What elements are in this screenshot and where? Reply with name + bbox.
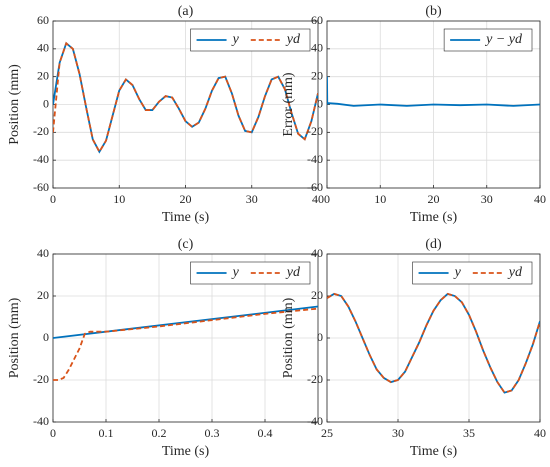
legend-label: y xyxy=(453,265,462,280)
x-tick-label: 0.4 xyxy=(258,426,273,440)
x-tick-label: 20 xyxy=(180,192,192,206)
y-axis-label: Position (mm) xyxy=(7,297,22,378)
y-axis-label: Position (mm) xyxy=(281,297,296,378)
y-tick-label: -20 xyxy=(33,124,49,138)
panel-title: (a) xyxy=(178,4,194,19)
x-tick-label: 0.2 xyxy=(152,426,167,440)
legend-label: yd xyxy=(507,265,523,280)
panel-title: (c) xyxy=(178,237,194,252)
y-tick-label: -40 xyxy=(307,414,323,428)
y-tick-label: 20 xyxy=(311,68,323,82)
x-axis-label: Time (s) xyxy=(410,444,458,459)
y-tick-label: -20 xyxy=(307,124,323,138)
y-axis-label: Position (mm) xyxy=(7,64,22,145)
x-tick-label: 10 xyxy=(374,192,386,206)
legend: y yd xyxy=(190,28,311,52)
y-tick-label: 0 xyxy=(317,96,323,110)
series-line xyxy=(53,41,318,154)
series-line xyxy=(53,307,318,381)
x-tick-label: 25 xyxy=(321,426,333,440)
y-tick-label: 0 xyxy=(317,330,323,344)
y-tick-label: 20 xyxy=(37,288,49,302)
x-tick-label: 0 xyxy=(50,426,56,440)
x-axis-label: Time (s) xyxy=(410,210,458,225)
x-tick-label: 30 xyxy=(481,192,493,206)
x-tick-label: 35 xyxy=(463,426,475,440)
x-tick-label: 0.3 xyxy=(205,426,220,440)
y-tick-label: -60 xyxy=(307,180,323,194)
series-line xyxy=(53,305,318,339)
x-tick-label: 30 xyxy=(392,426,404,440)
y-tick-label: -60 xyxy=(33,180,49,194)
panel-title: (d) xyxy=(425,237,442,252)
legend: y yd xyxy=(190,261,311,285)
legend: y yd xyxy=(412,261,533,285)
legend-box xyxy=(443,28,533,52)
legend-label: yd xyxy=(285,265,301,280)
y-tick-label: 20 xyxy=(311,288,323,302)
legend-label: y − yd xyxy=(484,32,523,47)
x-tick-label: 20 xyxy=(428,192,440,206)
series-line xyxy=(327,76,540,107)
panel: 25 30 35 40 -40 -20 0 20 40 (d) Time (s) Position (… xyxy=(281,237,546,459)
x-tick-label: 0 xyxy=(50,192,56,206)
y-tick-label: 0 xyxy=(43,330,49,344)
x-axis-label: Time (s) xyxy=(162,210,210,225)
legend-label: y xyxy=(231,265,240,280)
y-tick-label: 40 xyxy=(311,41,323,55)
panel-title: (b) xyxy=(425,4,442,19)
legend-box xyxy=(190,28,311,52)
y-tick-label: -40 xyxy=(33,414,49,428)
x-tick-label: 40 xyxy=(534,426,546,440)
x-tick-label: 0 xyxy=(324,192,330,206)
y-tick-label: -20 xyxy=(307,372,323,386)
y-axis-label: Error (mm) xyxy=(281,72,296,136)
y-tick-label: -20 xyxy=(33,372,49,386)
y-tick-label: 20 xyxy=(37,68,49,82)
y-tick-label: -40 xyxy=(33,152,49,166)
x-tick-label: 40 xyxy=(534,192,546,206)
legend-label: yd xyxy=(285,32,301,47)
legend: y − yd xyxy=(443,28,533,52)
y-tick-label: 60 xyxy=(311,13,323,27)
y-tick-label: 0 xyxy=(43,96,49,110)
legend-label: y xyxy=(231,32,240,47)
legend-box xyxy=(190,261,311,285)
axes-frame xyxy=(326,253,541,423)
x-tick-label: 40 xyxy=(312,192,324,206)
y-tick-label: 40 xyxy=(311,246,323,260)
y-tick-label: -40 xyxy=(307,152,323,166)
y-tick-label: 40 xyxy=(37,41,49,55)
x-tick-label: 10 xyxy=(113,192,125,206)
legend-box xyxy=(412,261,533,285)
series-line xyxy=(327,292,540,394)
x-tick-label: 0.1 xyxy=(99,426,114,440)
y-tick-label: 60 xyxy=(37,13,49,27)
x-axis-label: Time (s) xyxy=(162,444,210,459)
y-tick-label: 40 xyxy=(37,246,49,260)
panel: 0 0.1 0.2 0.3 0.4 -40 -20 0 20 40 (c) Time (s) Posit… xyxy=(7,237,319,459)
x-tick-label: 30 xyxy=(246,192,258,206)
